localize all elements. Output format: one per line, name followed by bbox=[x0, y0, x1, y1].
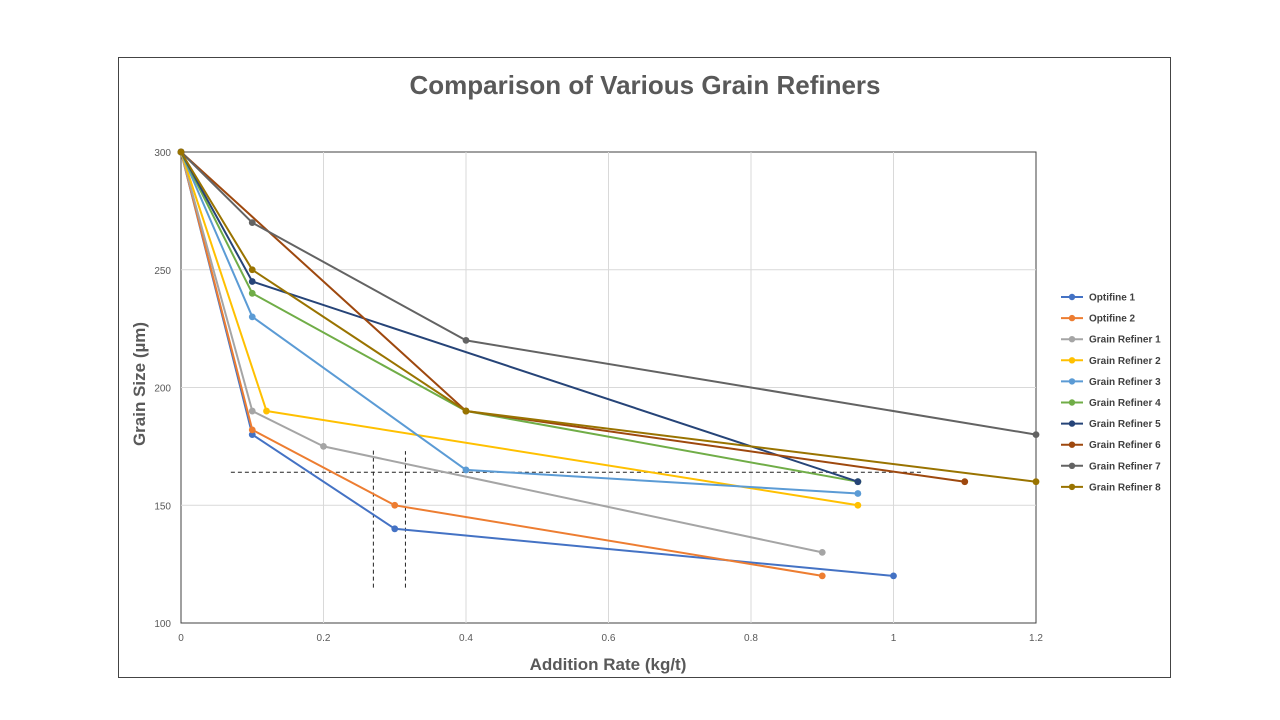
legend-swatch-marker bbox=[1068, 336, 1076, 343]
data-point bbox=[890, 572, 897, 580]
data-point bbox=[248, 219, 256, 227]
tick-labels: 0 0.2 0.4 0.6 0.8 1 1.2 100 150 200 250 300 bbox=[154, 148, 1043, 644]
series-line bbox=[180, 151, 965, 483]
series-group bbox=[177, 148, 1040, 580]
legend-swatch-marker bbox=[1068, 357, 1076, 364]
data-point bbox=[854, 501, 862, 509]
legend-item[interactable]: Optifine 2 bbox=[1061, 314, 1136, 325]
data-point bbox=[818, 548, 826, 556]
legend-item[interactable]: Grain Refiner 7 bbox=[1061, 461, 1161, 472]
legend-label: Grain Refiner 5 bbox=[1089, 419, 1161, 430]
data-point bbox=[177, 148, 185, 156]
y-tick-label: 250 bbox=[154, 266, 171, 277]
legend-swatch-marker bbox=[1068, 293, 1076, 301]
y-tick-label: 300 bbox=[154, 148, 171, 159]
legend-label: Grain Refiner 8 bbox=[1089, 482, 1161, 493]
data-point bbox=[248, 289, 256, 297]
x-tick-label: 1.2 bbox=[1029, 633, 1043, 644]
series-line bbox=[180, 151, 1037, 483]
data-point bbox=[462, 407, 470, 415]
x-tick-label: 0.4 bbox=[459, 633, 473, 644]
chart-frame: Comparison of Various Grain Refiners 0 0.… bbox=[118, 57, 1171, 678]
data-point bbox=[462, 466, 470, 474]
chart-canvas: Comparison of Various Grain Refiners 0 0.… bbox=[130, 70, 1161, 674]
legend-swatch-marker bbox=[1068, 399, 1076, 406]
legend-swatch-marker bbox=[1068, 378, 1076, 385]
legend-label: Grain Refiner 7 bbox=[1089, 461, 1161, 472]
x-tick-label: 0.6 bbox=[602, 633, 616, 644]
series-grain-refiner-4 bbox=[177, 148, 862, 486]
legend-item[interactable]: Grain Refiner 4 bbox=[1061, 398, 1161, 409]
y-tick-label: 100 bbox=[154, 619, 171, 630]
series-grain-refiner-2 bbox=[177, 148, 862, 509]
legend-item[interactable]: Grain Refiner 6 bbox=[1061, 440, 1161, 451]
data-point bbox=[248, 313, 256, 321]
legend-label: Grain Refiner 1 bbox=[1089, 335, 1161, 346]
data-point bbox=[248, 407, 256, 415]
series-line bbox=[180, 151, 859, 483]
x-tick-label: 0.2 bbox=[317, 633, 331, 644]
legend-label: Grain Refiner 2 bbox=[1089, 356, 1161, 367]
data-point bbox=[1032, 478, 1040, 486]
data-point bbox=[391, 501, 399, 509]
x-tick-label: 1 bbox=[891, 633, 897, 644]
y-axis-title: Grain Size (µm) bbox=[130, 322, 149, 446]
legend-item[interactable]: Grain Refiner 1 bbox=[1061, 335, 1161, 346]
data-point bbox=[263, 407, 270, 415]
data-point bbox=[854, 490, 862, 497]
legend-label: Grain Refiner 6 bbox=[1089, 440, 1161, 451]
legend-swatch-marker bbox=[1068, 314, 1076, 322]
y-tick-label: 200 bbox=[154, 384, 171, 395]
data-point bbox=[320, 442, 327, 450]
series-line bbox=[180, 151, 823, 554]
legend-label: Grain Refiner 4 bbox=[1089, 398, 1161, 409]
legend[interactable]: Optifine 1 Optifine 2 Grain Refiner 1 Grain… bbox=[1061, 293, 1161, 494]
legend-label: Optifine 2 bbox=[1089, 314, 1136, 325]
series-line bbox=[180, 151, 1037, 436]
legend-label: Optifine 1 bbox=[1089, 293, 1136, 304]
data-point bbox=[248, 278, 256, 285]
legend-swatch-marker bbox=[1068, 420, 1076, 427]
chart-title: Comparison of Various Grain Refiners bbox=[410, 70, 881, 100]
series-line bbox=[180, 151, 823, 577]
data-point bbox=[248, 266, 256, 274]
series-line bbox=[180, 151, 859, 483]
data-point bbox=[854, 478, 862, 486]
series-optifine-1 bbox=[177, 148, 897, 580]
series-grain-refiner-3 bbox=[177, 148, 862, 497]
data-point bbox=[961, 478, 969, 486]
x-tick-label: 0 bbox=[178, 633, 184, 644]
series-line bbox=[180, 151, 894, 577]
series-line bbox=[180, 151, 858, 495]
legend-item[interactable]: Grain Refiner 5 bbox=[1061, 419, 1161, 430]
legend-item[interactable]: Grain Refiner 3 bbox=[1061, 377, 1161, 388]
legend-item[interactable]: Optifine 1 bbox=[1061, 293, 1136, 304]
data-point bbox=[391, 525, 399, 533]
legend-item[interactable]: Grain Refiner 2 bbox=[1061, 356, 1161, 367]
legend-item[interactable]: Grain Refiner 8 bbox=[1061, 482, 1161, 493]
legend-swatch-marker bbox=[1068, 483, 1076, 491]
data-point bbox=[462, 337, 470, 344]
y-tick-label: 150 bbox=[154, 501, 171, 512]
legend-swatch-marker bbox=[1068, 462, 1076, 469]
legend-label: Grain Refiner 3 bbox=[1089, 377, 1161, 388]
legend-swatch-marker bbox=[1068, 441, 1076, 448]
grid bbox=[180, 151, 1037, 624]
series-grain-refiner-1 bbox=[177, 148, 826, 556]
series-grain-refiner-8 bbox=[177, 148, 1040, 486]
data-point bbox=[818, 572, 826, 580]
x-axis-title: Addition Rate (kg/t) bbox=[530, 655, 687, 674]
data-point bbox=[248, 431, 256, 438]
data-point bbox=[248, 426, 256, 434]
x-tick-label: 0.8 bbox=[744, 633, 758, 644]
series-grain-refiner-5 bbox=[177, 148, 862, 486]
data-point bbox=[1032, 431, 1040, 438]
